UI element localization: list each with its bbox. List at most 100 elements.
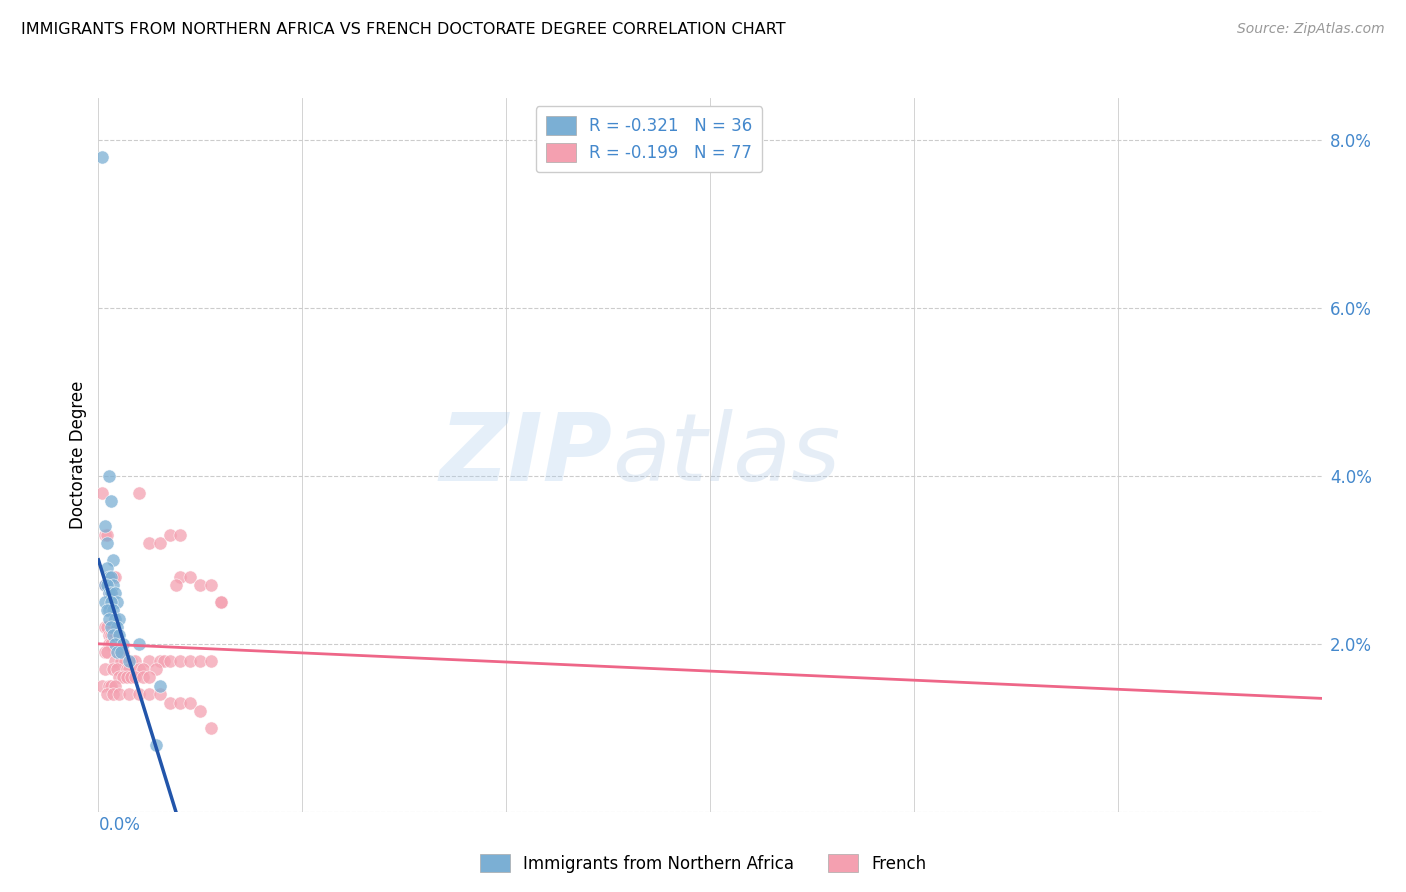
Point <box>152 654 174 668</box>
Point <box>100 620 122 634</box>
Point <box>97 628 120 642</box>
Point <box>188 578 212 592</box>
Point <box>145 738 167 752</box>
Point <box>97 603 120 617</box>
Point <box>101 662 124 676</box>
Y-axis label: Doctorate Degree: Doctorate Degree <box>69 381 87 529</box>
Point <box>96 687 118 701</box>
Point <box>101 569 124 583</box>
Point <box>115 670 138 684</box>
Point <box>104 628 127 642</box>
Point <box>128 485 150 500</box>
Point <box>209 595 232 609</box>
Point <box>91 679 114 693</box>
Point <box>138 654 160 668</box>
Point <box>110 654 132 668</box>
Point <box>104 612 127 626</box>
Legend: R = -0.321   N = 36, R = -0.199   N = 77: R = -0.321 N = 36, R = -0.199 N = 77 <box>536 106 762 172</box>
Point <box>101 603 124 617</box>
Point <box>101 553 124 567</box>
Point <box>169 654 191 668</box>
Text: IMMIGRANTS FROM NORTHERN AFRICA VS FRENCH DOCTORATE DEGREE CORRELATION CHART: IMMIGRANTS FROM NORTHERN AFRICA VS FRENC… <box>21 22 786 37</box>
Point <box>97 586 120 600</box>
Point <box>97 569 120 583</box>
Point <box>108 670 131 684</box>
Point <box>149 654 172 668</box>
Point <box>97 469 120 483</box>
Point <box>179 569 201 583</box>
Point <box>111 670 134 684</box>
Point <box>100 586 122 600</box>
Point <box>91 150 114 164</box>
Text: ZIP: ZIP <box>439 409 612 501</box>
Point <box>91 485 114 500</box>
Point <box>110 645 132 659</box>
Point <box>118 687 141 701</box>
Legend: Immigrants from Northern Africa, French: Immigrants from Northern Africa, French <box>474 847 932 880</box>
Point <box>111 637 134 651</box>
Point <box>200 654 222 668</box>
Point <box>96 603 118 617</box>
Point <box>100 586 122 600</box>
Point <box>124 654 146 668</box>
Point <box>124 670 146 684</box>
Point <box>100 628 122 642</box>
Point <box>165 578 187 592</box>
Point <box>108 612 131 626</box>
Point <box>97 637 120 651</box>
Point <box>100 679 122 693</box>
Point <box>169 569 191 583</box>
Point <box>149 536 172 550</box>
Point <box>118 662 141 676</box>
Point <box>188 704 212 718</box>
Point <box>118 654 141 668</box>
Point <box>101 628 124 642</box>
Point <box>115 662 138 676</box>
Point <box>104 569 127 583</box>
Point <box>97 612 120 626</box>
Point <box>138 687 160 701</box>
Point <box>200 721 222 735</box>
Point <box>93 662 115 676</box>
Point <box>100 494 122 508</box>
Point <box>104 637 127 651</box>
Point <box>179 696 201 710</box>
Point <box>101 620 124 634</box>
Point <box>111 645 134 659</box>
Point <box>93 527 115 541</box>
Point <box>101 687 124 701</box>
Point <box>138 670 160 684</box>
Point <box>188 654 212 668</box>
Point <box>169 527 191 541</box>
Point <box>100 637 122 651</box>
Point <box>128 637 150 651</box>
Point <box>132 670 155 684</box>
Point <box>105 662 128 676</box>
Text: atlas: atlas <box>612 409 841 500</box>
Point <box>149 679 172 693</box>
Point <box>100 569 122 583</box>
Text: 0.0%: 0.0% <box>98 816 141 834</box>
Point <box>93 578 115 592</box>
Point <box>96 578 118 592</box>
Point <box>105 620 128 634</box>
Point <box>101 578 124 592</box>
Point <box>145 662 167 676</box>
Point <box>108 628 131 642</box>
Point <box>120 654 142 668</box>
Point <box>108 687 131 701</box>
Point <box>96 620 118 634</box>
Point <box>93 519 115 533</box>
Point <box>132 662 155 676</box>
Point <box>97 679 120 693</box>
Point <box>159 696 181 710</box>
Point <box>159 527 181 541</box>
Point <box>97 586 120 600</box>
Point <box>93 620 115 634</box>
Point <box>100 595 122 609</box>
Point <box>104 679 127 693</box>
Point <box>209 595 232 609</box>
Point <box>96 536 118 550</box>
Point <box>96 645 118 659</box>
Point <box>200 578 222 592</box>
